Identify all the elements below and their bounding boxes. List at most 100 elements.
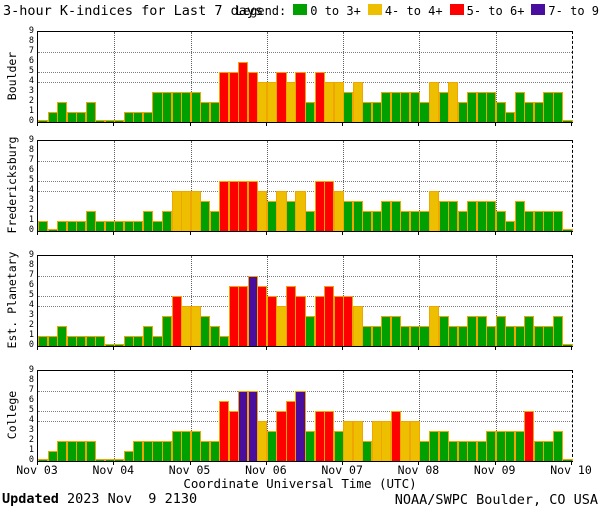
v-gridline-day [266, 141, 268, 231]
y-tick-label: 8 [28, 374, 34, 385]
day-tick [342, 232, 344, 235]
y-tick-label: 1 [28, 214, 34, 225]
panel-est-planetary [37, 255, 573, 347]
v-gridline-day [495, 256, 497, 346]
k-index-bar [95, 336, 106, 346]
chart-title: 3-hour K-indices for Last 7 days [3, 3, 264, 19]
updated-timestamp: Updated 2023 Nov 9 2130 [2, 491, 197, 507]
y-tick-label: 6 [28, 164, 34, 175]
k-index-bar [38, 221, 49, 231]
day-tick [571, 123, 572, 126]
y-tick-label: 4 [28, 299, 34, 310]
y-tick-label: 3 [28, 424, 34, 435]
y-tick-label: 8 [28, 259, 34, 270]
y-tick-label: 2 [28, 319, 34, 330]
day-tick [571, 232, 572, 235]
day-tick [265, 347, 267, 350]
updated-value: 2023 Nov 9 2130 [58, 491, 198, 507]
legend-swatch-red [449, 4, 464, 15]
day-tick [113, 123, 115, 126]
station-label: Est. Planetary [5, 251, 19, 349]
x-tick-label: Nov 03 [16, 463, 58, 477]
k-index-bar [552, 92, 564, 122]
y-tick-label: 5 [28, 404, 34, 415]
y-tick-label: 5 [28, 174, 34, 185]
k-index-bar [562, 229, 573, 231]
day-tick [189, 123, 191, 126]
v-gridline-day [419, 256, 421, 346]
k-index-bar [524, 411, 535, 461]
legend: Legend: 0 to 3+ 4- to 4+ 5- to 6+ 7- to 9 [236, 4, 599, 18]
day-tick [494, 347, 496, 350]
day-tick [265, 123, 267, 126]
v-gridline-day [419, 141, 421, 231]
y-tick-label: 6 [28, 55, 34, 66]
day-tick [571, 347, 572, 350]
day-tick [113, 347, 115, 350]
y-tick-label: 4 [28, 414, 34, 425]
x-tick-label: Nov 09 [473, 463, 516, 477]
y-tick-label: 6 [28, 394, 34, 405]
v-gridline-day [419, 371, 421, 461]
y-tick-label: 2 [28, 95, 34, 106]
y-tick-label: 1 [28, 105, 34, 116]
day-tick [37, 462, 38, 465]
v-gridline-day [114, 32, 116, 122]
y-tick-label: 1 [28, 329, 34, 340]
y-tick-label: 7 [28, 154, 34, 165]
k-index-bar [552, 316, 564, 346]
day-tick [113, 462, 115, 465]
y-tick-label: 5 [28, 65, 34, 76]
day-tick [418, 347, 420, 350]
y-tick-label: 0 [28, 454, 34, 465]
h-gridline-k7 [38, 276, 572, 277]
y-tick-label: 7 [28, 269, 34, 280]
y-tick-label: 7 [28, 384, 34, 395]
legend-item-label: 0 to 3+ [310, 4, 361, 18]
day-tick [189, 232, 191, 235]
k-index-bar [562, 120, 573, 122]
y-tick-label: 3 [28, 85, 34, 96]
station-label: Fredericksburg [5, 136, 19, 234]
k-index-bar [562, 344, 573, 346]
legend-swatch-purple [531, 4, 546, 15]
day-tick [342, 347, 344, 350]
day-tick [342, 123, 344, 126]
day-tick [418, 232, 420, 235]
legend-item-label: 5- to 6+ [466, 4, 525, 18]
k-index-bar [85, 102, 96, 122]
y-tick-label: 3 [28, 309, 34, 320]
legend-label: Legend: [235, 4, 287, 18]
day-tick [189, 347, 191, 350]
credit-text: NOAA/SWPC Boulder, CO USA [394, 492, 598, 508]
day-tick [189, 462, 191, 465]
y-tick-label: 3 [28, 194, 34, 205]
y-tick-label: 2 [28, 204, 34, 215]
station-label: Boulder [5, 51, 19, 101]
legend-item-label: 7- to 9 [548, 4, 599, 18]
y-tick-label: 9 [28, 25, 34, 36]
v-gridline-day [114, 141, 116, 231]
y-tick-label: 1 [28, 444, 34, 455]
y-tick-label: 9 [28, 249, 34, 260]
panel-college [37, 370, 573, 462]
x-tick-label: Nov 10 [550, 463, 592, 477]
y-tick-label: 0 [28, 224, 34, 235]
legend-swatch-green [293, 4, 308, 15]
v-gridline-day [190, 32, 192, 122]
day-tick [494, 123, 496, 126]
v-gridline-day [343, 141, 345, 231]
day-tick [494, 232, 496, 235]
v-gridline-day [114, 256, 116, 346]
h-gridline-k7 [38, 52, 572, 53]
day-tick [571, 462, 572, 465]
k-index-bar [552, 431, 564, 461]
day-tick [418, 123, 420, 126]
v-gridline-day [495, 32, 497, 122]
day-tick [342, 462, 344, 465]
v-gridline-day [343, 32, 345, 122]
y-tick-label: 6 [28, 279, 34, 290]
v-gridline-day [266, 32, 268, 122]
v-gridline-day [114, 371, 116, 461]
y-tick-label: 7 [28, 45, 34, 56]
